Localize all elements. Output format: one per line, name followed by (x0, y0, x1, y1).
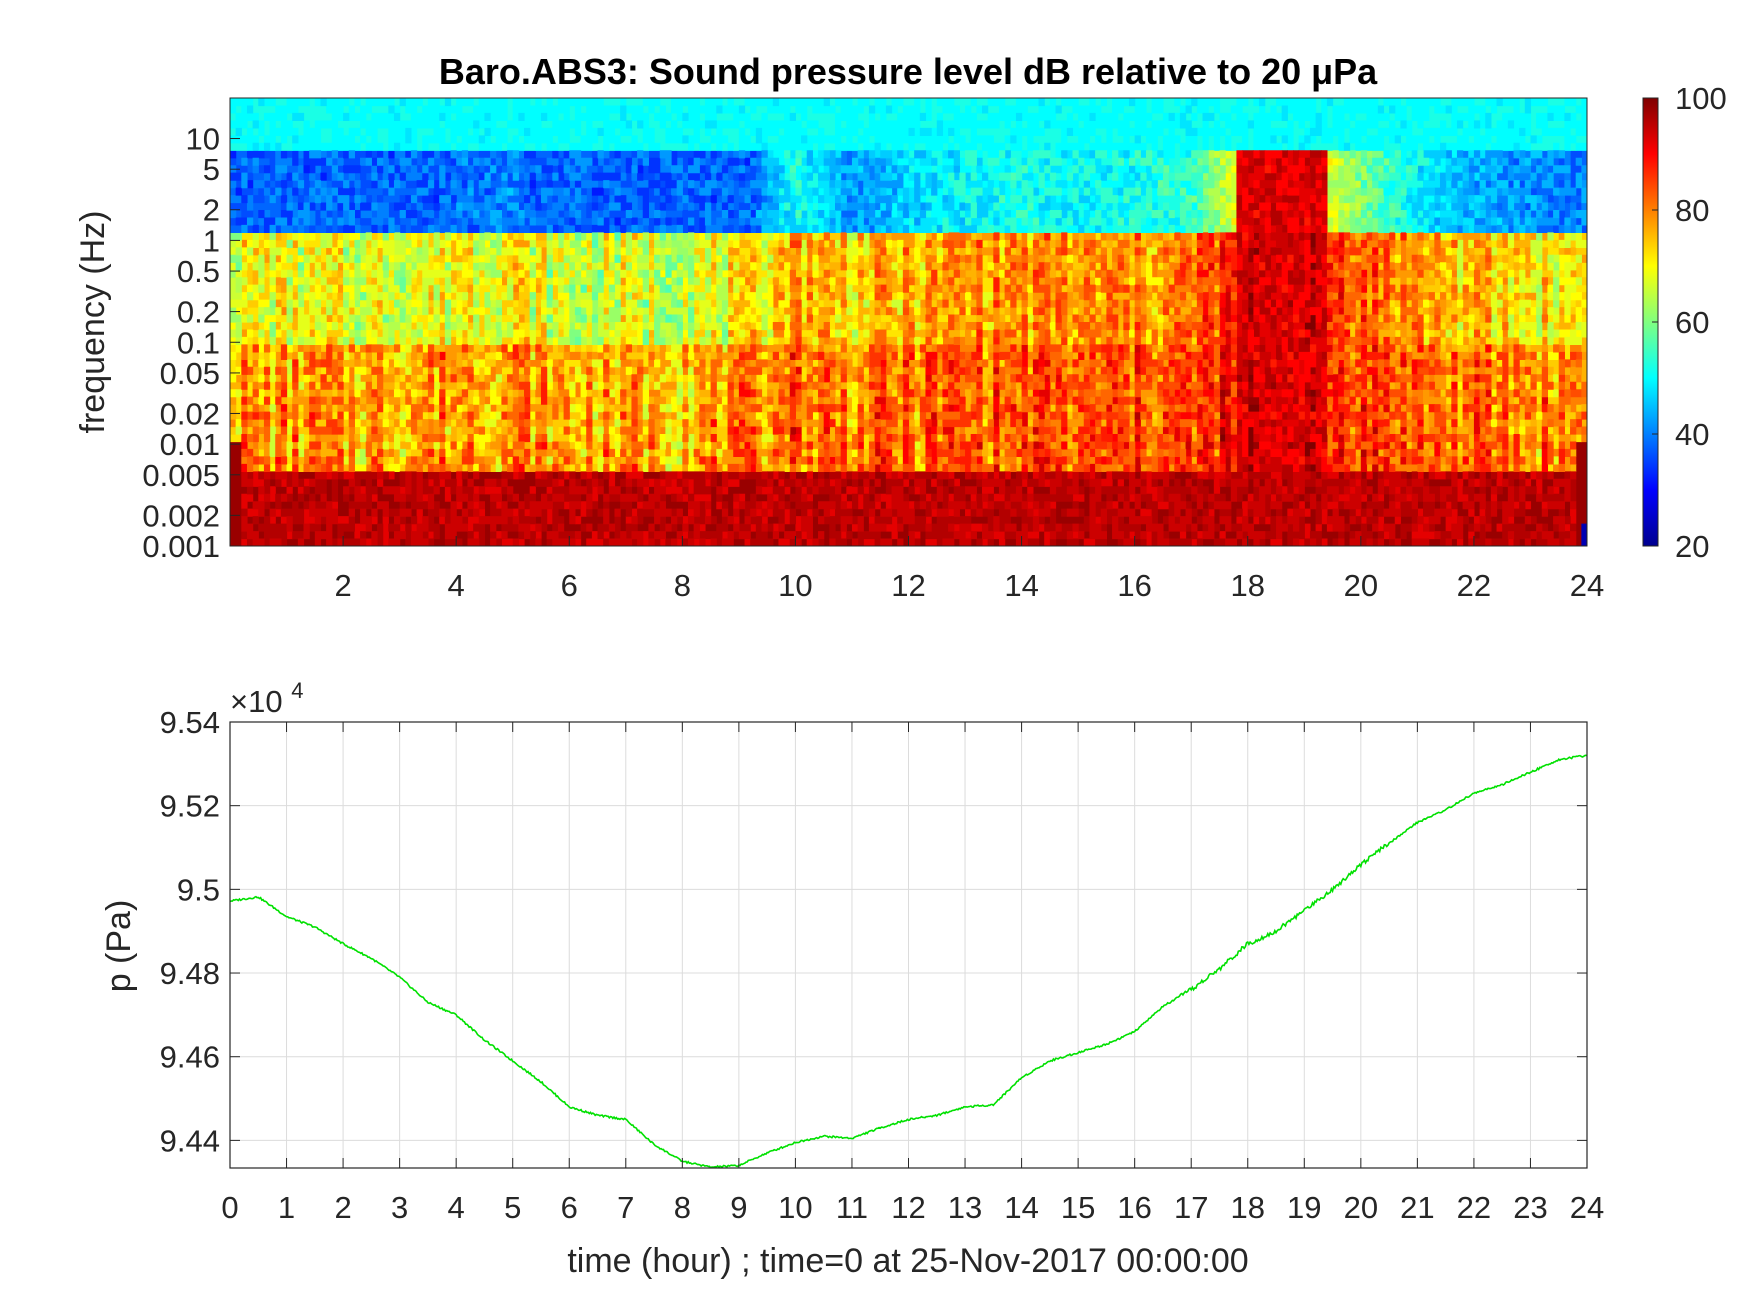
spectrogram-color-band (230, 150, 1582, 472)
pressure-x-tick-label: 11 (836, 1190, 868, 1225)
spectrogram-color-band (230, 157, 1587, 472)
pressure-y-tick-label: 9.44 (160, 1123, 220, 1158)
spectrogram-y-tick-label: 0.005 (142, 458, 220, 493)
spectrogram-x-tick-label: 18 (1231, 568, 1265, 603)
pressure-x-tick-label: 0 (221, 1190, 238, 1225)
spectrogram-y-tick-label: 0.5 (177, 254, 220, 289)
spectrogram-x-ticks: 2 4 6 8 10 12 14 16 18 20 22 24 (334, 536, 1604, 603)
spectrogram-y-tick-label: 0.02 (160, 396, 220, 431)
spectrogram-x-tick-label: 14 (1004, 568, 1038, 603)
spectrogram-cells (230, 98, 1587, 546)
pressure-x-label: time (hour) ; time=0 at 25-Nov-2017 00:0… (567, 1242, 1248, 1280)
pressure-x-tick-label: 19 (1287, 1190, 1321, 1225)
colorbar-tick-label: 60 (1675, 305, 1709, 340)
spectrogram-y-tick-label: 0.1 (177, 325, 220, 360)
spectrogram-y-tick-label: 0.05 (160, 356, 220, 391)
spectrogram-x-tick-label: 2 (334, 568, 351, 603)
spectrogram-x-tick-label: 4 (448, 568, 465, 603)
pressure-x-tick-label: 15 (1061, 1190, 1095, 1225)
y-multiplier-base: ×10 (230, 684, 283, 719)
pressure-x-tick-label: 18 (1231, 1190, 1265, 1225)
pressure-y-tick-label: 9.5 (177, 872, 220, 907)
spectrogram-x-tick-label: 12 (891, 568, 925, 603)
spectrogram-y-tick-label: 0.001 (142, 529, 220, 564)
spectrogram-color-band (241, 232, 1587, 472)
pressure-y-tick-label: 9.48 (160, 956, 220, 991)
pressure-y-label: p (Pa) (100, 900, 138, 993)
spectrogram-color-band (241, 232, 1587, 472)
spectrogram-color-band (507, 150, 1543, 233)
pressure-x-tick-label: 3 (391, 1190, 408, 1225)
spectrogram-y-tick-label: 0.002 (142, 498, 220, 533)
spectrogram-y-tick-label: 5 (203, 152, 220, 187)
pressure-y-tick-label: 9.46 (160, 1040, 220, 1075)
pressure-x-tick-label: 8 (674, 1190, 691, 1225)
spectrogram-color-band (1581, 523, 1587, 546)
pressure-x-tick-label: 4 (448, 1190, 465, 1225)
pressure-x-tick-label: 24 (1570, 1190, 1604, 1225)
spectrogram-color-band (230, 150, 1560, 345)
pressure-line (230, 754, 1587, 1168)
pressure-x-tick-label: 2 (334, 1190, 351, 1225)
pressure-x-tick-label: 6 (561, 1190, 578, 1225)
spectrogram-color-band (241, 150, 1587, 233)
spectrogram-y-tick-label: 1 (203, 223, 220, 258)
pressure-x-tick-label: 23 (1513, 1190, 1547, 1225)
pressure-x-tick-label: 5 (504, 1190, 521, 1225)
pressure-x-tick-label: 7 (617, 1190, 634, 1225)
pressure-x-tick-label: 1 (278, 1190, 295, 1225)
spectrogram-x-tick-label: 8 (674, 568, 691, 603)
spectrogram-y-tick-label: 2 (203, 193, 220, 228)
spectrogram-y-tick-label: 0.01 (160, 427, 220, 462)
spectrogram-x-tick-label: 24 (1570, 568, 1604, 603)
y-multiplier: ×10 4 (230, 678, 303, 719)
spectrogram-x-tick-label: 6 (561, 568, 578, 603)
spectrogram-x-tick-label: 20 (1344, 568, 1378, 603)
pressure-x-tick-label: 22 (1457, 1190, 1491, 1225)
colorbar-tick-label: 100 (1675, 81, 1727, 116)
spectrogram-y-tick-label: 0.2 (177, 295, 220, 330)
spectrogram-title: Baro.ABS3: Sound pressure level dB relat… (439, 51, 1378, 92)
spectrogram-color-band (241, 232, 1582, 472)
colorbar-tick-label: 40 (1675, 417, 1709, 452)
spectrogram-x-tick-label: 22 (1457, 568, 1491, 603)
pressure-x-tick-label: 20 (1344, 1190, 1378, 1225)
spectrogram-color-band (230, 150, 1587, 233)
spectrogram-color-band (241, 150, 1577, 546)
spectrogram-color-band (1219, 232, 1317, 472)
spectrogram-color-band (230, 232, 1587, 472)
pressure-y-tick-label: 9.52 (160, 789, 220, 824)
spectrogram-color-band (784, 150, 1430, 233)
spectrogram-x-tick-label: 16 (1117, 568, 1151, 603)
spectrogram-x-tick-label: 10 (778, 568, 812, 603)
pressure-grid (229, 721, 1588, 1168)
spectrogram-color-band (230, 150, 757, 233)
pressure-x-tick-label: 12 (891, 1190, 925, 1225)
pressure-x-tick-label: 13 (948, 1190, 982, 1225)
spectrogram-y-label: frequency (Hz) (74, 211, 112, 434)
pressure-x-tick-label: 9 (730, 1190, 747, 1225)
colorbar-tick-label: 20 (1675, 529, 1709, 564)
pressure-x-tick-label: 10 (778, 1190, 812, 1225)
colorbar-tick-label: 80 (1675, 193, 1709, 228)
pressure-x-ticks: 0 1 2 3 4 5 6 7 8 9 10 11 12 13 14 15 16 17 18 19 20 21 22 23 24 (221, 722, 1604, 1225)
y-multiplier-exponent: 4 (291, 678, 303, 703)
pressure-x-tick-label: 16 (1117, 1190, 1151, 1225)
pressure-x-tick-label: 21 (1400, 1190, 1434, 1225)
spectrogram-y-tick-label: 10 (186, 122, 220, 157)
pressure-x-tick-label: 14 (1004, 1190, 1038, 1225)
pressure-x-tick-label: 17 (1174, 1190, 1208, 1225)
pressure-y-tick-label: 9.54 (160, 705, 220, 740)
colorbar-ticks: 20 40 60 80 100 (1652, 81, 1727, 564)
pressure-y-ticks: 9.44 9.46 9.48 9.5 9.52 9.54 (160, 705, 1587, 1158)
